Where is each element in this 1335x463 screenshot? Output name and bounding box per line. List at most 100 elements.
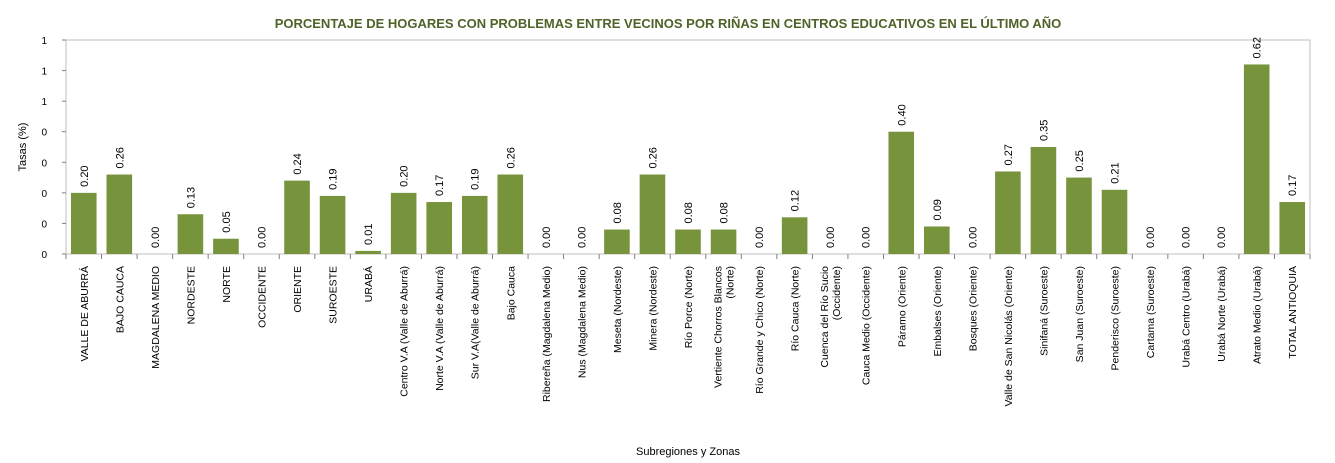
data-label: 0.00	[967, 227, 979, 248]
data-label: 0.00	[754, 227, 766, 248]
x-tick-label: Cuenca del Río Sucio	[819, 266, 831, 368]
x-tick-label: Río Cauca (Norte)	[790, 266, 802, 351]
bar	[1101, 189, 1128, 254]
data-label: 0.08	[612, 202, 624, 223]
bar	[995, 171, 1021, 254]
data-label: 0.26	[114, 147, 126, 168]
bar	[675, 229, 701, 254]
data-label: 0.09	[932, 199, 944, 220]
x-tick-label: Centro V.A (Valle de Aburrá)	[399, 266, 411, 397]
bar	[213, 238, 239, 254]
x-tick-label: Ribereña (Magdalena Medio)	[541, 266, 553, 402]
x-tick-label: Urabá Norte (Urabá)	[1216, 266, 1228, 362]
x-axis-title: Subregiones y Zonas	[636, 446, 740, 458]
data-label: 0.00	[1216, 227, 1228, 248]
x-tick-label: Nus (Magdalena Medio)	[576, 266, 588, 378]
data-label: 0.19	[470, 168, 482, 189]
data-label: 0.05	[221, 211, 233, 232]
data-label: 0.00	[150, 227, 162, 248]
x-tick-label: ORIENTE	[292, 266, 304, 313]
x-tick-label: SUROESTE	[328, 266, 340, 324]
bar	[497, 174, 524, 254]
y-tick-label: 0	[41, 219, 47, 230]
x-tick-label: San Juan (Suroeste)	[1074, 266, 1086, 362]
category-labels: VALLE DE ABURRÁ BAJO CAUCA MAGDALENA MEDIO…	[78, 266, 1299, 407]
data-label: 0.08	[683, 202, 695, 223]
data-label: 0.00	[1145, 227, 1157, 248]
y-tick-label: 0	[41, 158, 47, 169]
bar	[70, 192, 97, 254]
data-label: 0.13	[185, 187, 197, 208]
bar	[1030, 147, 1057, 254]
x-tick-label: MAGDALENA MEDIO	[150, 266, 162, 369]
y-tick-label: 1	[41, 67, 47, 78]
bar	[106, 174, 133, 254]
data-label: 0.00	[1181, 227, 1193, 248]
data-label: 0.17	[1287, 175, 1299, 196]
y-tick-label: 0	[41, 250, 47, 261]
x-tick-label: OCCIDENTE	[256, 266, 268, 328]
x-tick-label: Meseta (Nordeste)	[612, 266, 624, 353]
data-label: 0.17	[434, 175, 446, 196]
bar	[1243, 64, 1270, 254]
y-tick-label: 1	[41, 97, 47, 108]
data-label: 0.00	[861, 227, 873, 248]
bars	[70, 64, 1306, 254]
data-label: 0.21	[1110, 162, 1122, 183]
y-tick-label: 0	[41, 189, 47, 200]
bar	[639, 174, 666, 254]
data-label: 0.62	[1252, 37, 1264, 58]
y-axis: 0 0 0 0 0 1 1 1	[41, 36, 66, 261]
bar	[710, 229, 737, 254]
bar	[319, 195, 346, 254]
bar	[924, 226, 950, 254]
x-tick-label: Penderisco (Suroeste)	[1110, 266, 1122, 370]
bar	[426, 202, 452, 254]
x-tick-label: Cauca Medio (Occidente)	[861, 266, 873, 385]
x-tick-label: Bosques (Oriente)	[967, 266, 979, 351]
chart-title: PORCENTAJE DE HOGARES CON PROBLEMAS ENTR…	[275, 16, 1062, 31]
x-tick-label: Sinifaná (Suroeste)	[1038, 266, 1050, 356]
bar	[284, 180, 310, 254]
data-label: 0.12	[790, 190, 802, 211]
y-tick-label: 0	[41, 128, 47, 139]
value-labels: 0.20 0.26 0.00 0.13 0.05 0.00 0.24 0.19 0.01 0.20…	[79, 37, 1299, 248]
bar	[177, 214, 204, 254]
x-axis	[65, 254, 1311, 259]
x-tick-label: Río Grande y Chico (Norte)	[754, 266, 766, 394]
x-tick-label: (Norte)	[725, 266, 737, 299]
x-tick-label: Norte V.A (Valle de Aburrá)	[434, 266, 446, 391]
y-axis-title: Tasas (%)	[17, 123, 29, 172]
bar	[781, 217, 808, 254]
data-label: 0.26	[647, 147, 659, 168]
data-label: 0.19	[328, 168, 340, 189]
x-tick-label: TOTAL ANTIOQUIA	[1287, 266, 1299, 359]
x-tick-label: Vertiente Chorros Blancos	[713, 266, 725, 388]
x-tick-label: Bajo Cauca	[505, 266, 517, 320]
data-label: 0.27	[1003, 144, 1015, 165]
x-tick-label: Sur V.A(Valle de Aburrá)	[470, 266, 482, 379]
x-tick-label: Páramo (Oriente)	[896, 266, 908, 347]
x-tick-label: Atrato Medio (Urabá)	[1252, 266, 1264, 364]
x-tick-label: BAJO CAUCA	[114, 266, 126, 333]
data-label: 0.00	[541, 227, 553, 248]
data-label: 0.35	[1038, 120, 1050, 141]
data-label: 0.40	[896, 104, 908, 125]
x-tick-label: NORDESTE	[185, 266, 197, 324]
data-label: 0.00	[576, 227, 588, 248]
x-tick-label: Cartama (Suroeste)	[1145, 266, 1157, 358]
x-tick-label: VALLE DE ABURRÁ	[78, 266, 91, 362]
bar	[355, 250, 381, 254]
x-tick-label: Urabá Centro (Urabá)	[1181, 266, 1193, 368]
bar	[1279, 202, 1306, 254]
data-label: 0.26	[505, 147, 517, 168]
y-tick-label: 1	[41, 36, 47, 47]
bar	[461, 195, 488, 254]
data-label: 0.01	[363, 224, 375, 245]
data-label: 0.24	[292, 153, 304, 174]
x-tick-label: NORTE	[221, 266, 233, 303]
data-label: 0.08	[719, 202, 731, 223]
bar	[1066, 177, 1092, 254]
x-tick-label: Río Porce (Norte)	[683, 266, 695, 348]
